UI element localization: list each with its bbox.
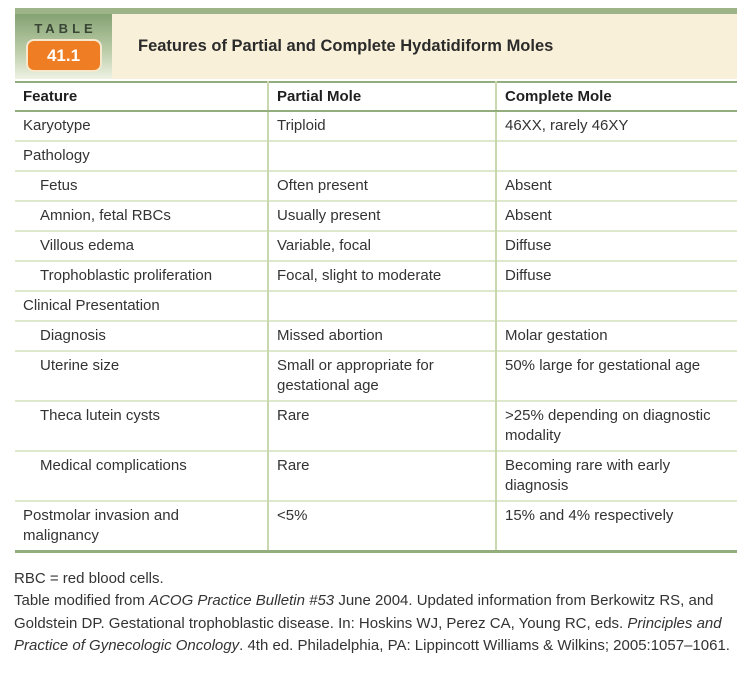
citation-text: Table modified from <box>14 592 150 610</box>
section-label-cell: Clinical Presentation <box>15 290 268 321</box>
column-header-complete-mole: Complete Mole <box>495 82 737 112</box>
feature-cell: Fetus <box>15 170 268 201</box>
table-row-uterine-size: Uterine size Small or appropriate for ge… <box>15 350 737 401</box>
complete-mole-cell: Absent <box>495 200 737 231</box>
citation-text: . 4th ed. Philadelphia, PA: Lippincott W… <box>239 637 730 655</box>
complete-mole-cell: 50% large for gestational age <box>495 350 737 401</box>
table-row-fetus: Fetus Often present Absent <box>15 170 737 201</box>
partial-mole-cell: Often present <box>267 170 496 201</box>
features-table: Feature Partial Mole Complete Mole Karyo… <box>15 81 737 553</box>
feature-cell: Villous edema <box>15 230 268 261</box>
citation-text: June 2004. Updated information from Berk… <box>14 592 714 632</box>
complete-mole-cell: Molar gestation <box>495 320 737 351</box>
complete-mole-cell <box>495 140 737 171</box>
partial-mole-cell: Focal, slight to moderate <box>267 260 496 291</box>
abbreviation-note: RBC = red blood cells. <box>14 570 164 587</box>
complete-mole-cell <box>495 290 737 321</box>
table-head: Feature Partial Mole Complete Mole <box>15 82 737 112</box>
section-label-cell: Pathology <box>15 140 268 171</box>
column-header-partial-mole: Partial Mole <box>267 82 496 112</box>
table-body: Karyotype Triploid 46XX, rarely 46XY Pat… <box>15 111 737 552</box>
feature-cell: Amnion, fetal RBCs <box>15 200 268 231</box>
table-row-villous-edema: Villous edema Variable, focal Diffuse <box>15 230 737 261</box>
feature-cell: Trophoblastic proliferation <box>15 260 268 291</box>
table-row-diagnosis: Diagnosis Missed abortion Molar gestatio… <box>15 320 737 351</box>
partial-mole-cell: Triploid <box>267 111 496 141</box>
complete-mole-cell: 15% and 4% respectively <box>495 500 737 552</box>
table-label-box: TABLE 41.1 <box>15 14 112 79</box>
table-number-badge: 41.1 <box>25 39 102 72</box>
source-citation: Table modified from ACOG Practice Bullet… <box>14 590 736 657</box>
feature-cell: Medical complications <box>15 450 268 501</box>
feature-cell: Uterine size <box>15 350 268 401</box>
table-row-karyotype: Karyotype Triploid 46XX, rarely 46XY <box>15 111 737 141</box>
table-figure: TABLE 41.1 Features of Partial and Compl… <box>15 8 737 553</box>
footnotes: RBC = red blood cells. Table modified fr… <box>14 568 736 658</box>
table-title-panel: Features of Partial and Complete Hydatid… <box>112 14 737 79</box>
partial-mole-cell <box>267 290 496 321</box>
column-header-feature: Feature <box>15 82 268 112</box>
partial-mole-cell: Missed abortion <box>267 320 496 351</box>
table-title: Features of Partial and Complete Hydatid… <box>138 37 554 55</box>
table-row-postmolar-invasion: Postmolar invasion and malignancy <5% 15… <box>15 500 737 552</box>
table-row-amnion-fetal-rbcs: Amnion, fetal RBCs Usually present Absen… <box>15 200 737 231</box>
partial-mole-cell <box>267 140 496 171</box>
partial-mole-cell: Variable, focal <box>267 230 496 261</box>
header-top-strip <box>15 8 737 14</box>
table-row-medical-complications: Medical complications Rare Becoming rare… <box>15 450 737 501</box>
complete-mole-cell: >25% depending on diagnostic modality <box>495 400 737 451</box>
feature-cell: Postmolar invasion and malignancy <box>15 500 268 552</box>
complete-mole-cell: Diffuse <box>495 260 737 291</box>
partial-mole-cell: Small or appropriate for gestational age <box>267 350 496 401</box>
section-row-pathology: Pathology <box>15 140 737 171</box>
table-row-theca-lutein-cysts: Theca lutein cysts Rare >25% depending o… <box>15 400 737 451</box>
section-row-clinical-presentation: Clinical Presentation <box>15 290 737 321</box>
partial-mole-cell: Rare <box>267 450 496 501</box>
table-word-label: TABLE <box>34 21 97 36</box>
table-header-band: TABLE 41.1 Features of Partial and Compl… <box>15 14 737 79</box>
complete-mole-cell: 46XX, rarely 46XY <box>495 111 737 141</box>
citation-italic-book: Principles and Practice of Gynecologic O… <box>14 614 722 655</box>
header-row: Feature Partial Mole Complete Mole <box>15 82 737 112</box>
feature-cell: Theca lutein cysts <box>15 400 268 451</box>
partial-mole-cell: <5% <box>267 500 496 552</box>
feature-cell: Karyotype <box>23 117 91 134</box>
complete-mole-cell: Diffuse <box>495 230 737 261</box>
citation-italic-title: ACOG Practice Bulletin #53 <box>149 592 335 610</box>
partial-mole-cell: Rare <box>267 400 496 451</box>
partial-mole-cell: Usually present <box>267 200 496 231</box>
complete-mole-cell: Absent <box>495 170 737 201</box>
table-row-trophoblastic-proliferation: Trophoblastic proliferation Focal, sligh… <box>15 260 737 291</box>
feature-cell: Diagnosis <box>15 320 268 351</box>
complete-mole-cell: Becoming rare with early diagnosis <box>495 450 737 501</box>
